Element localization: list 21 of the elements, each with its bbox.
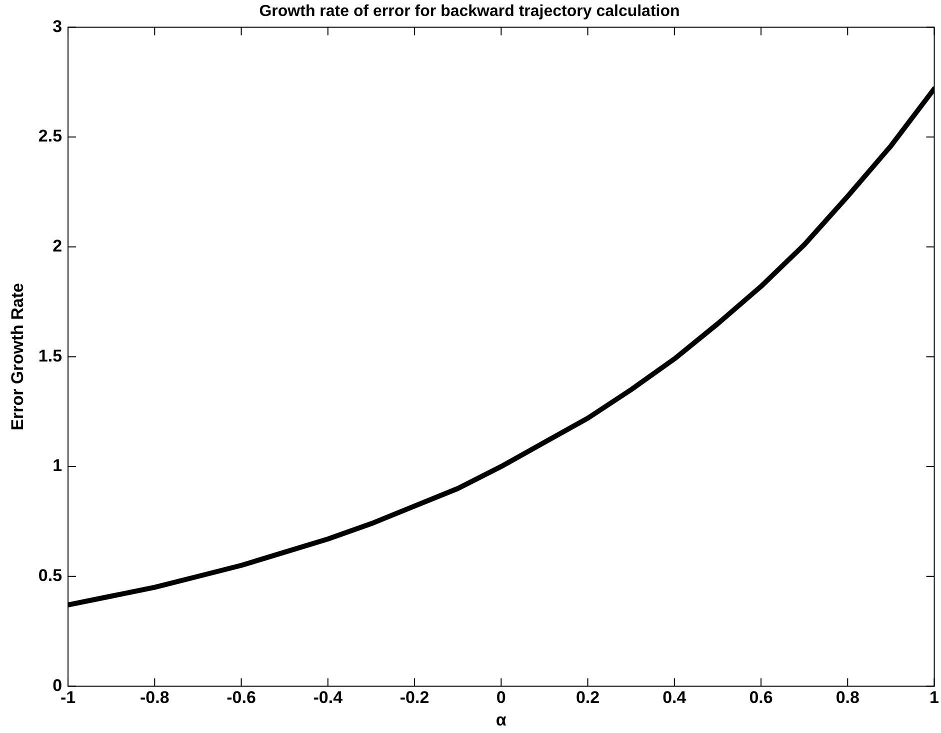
x-axis-title: α — [496, 710, 507, 730]
x-tick-label: 1 — [930, 688, 940, 708]
x-tick-label: -0.6 — [226, 688, 256, 708]
chart-title: Growth rate of error for backward trajectory calculation — [259, 3, 680, 20]
x-tick-label: -0.8 — [140, 688, 170, 708]
y-tick-label: 2 — [52, 236, 62, 256]
x-tick-label: -0.2 — [400, 688, 430, 708]
y-tick-label: 2.5 — [38, 126, 62, 146]
x-tick-label: 0.6 — [749, 688, 773, 708]
x-tick-label: 0.4 — [662, 688, 687, 708]
y-axis-title: Error Growth Rate — [8, 283, 27, 430]
y-tick-label: 0 — [52, 676, 62, 695]
x-tick-label: 0.8 — [836, 688, 860, 708]
y-tick-label: 3 — [52, 16, 62, 36]
x-tick-label: 0.2 — [576, 688, 600, 708]
x-tick-label: -1 — [60, 688, 76, 708]
x-tick-label: -0.4 — [313, 688, 344, 708]
x-tick-label: 0 — [496, 688, 506, 708]
y-tick-label: 0.5 — [38, 566, 62, 586]
y-tick-label: 1 — [52, 456, 62, 476]
y-tick-label: 1.5 — [38, 346, 62, 366]
